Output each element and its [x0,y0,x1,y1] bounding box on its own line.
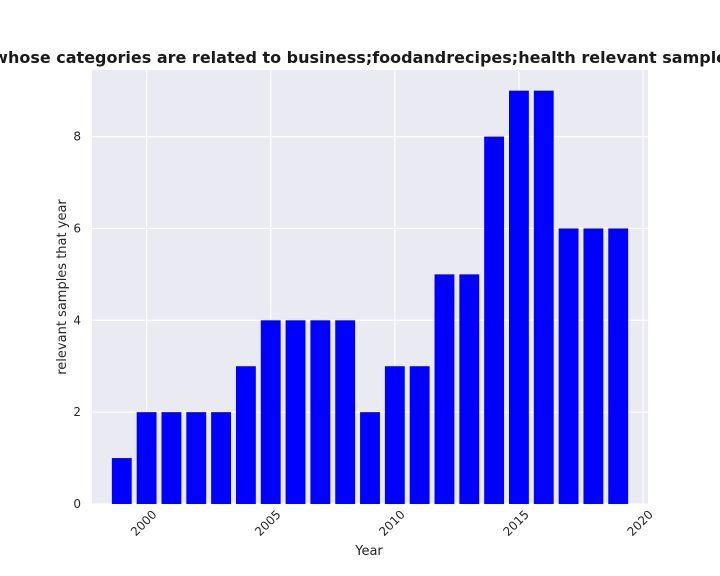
bar-2012 [434,274,455,504]
x-tick-label: 2020 [624,507,655,538]
x-tick-labels: 2000 2005 2010 2015 2020 [128,507,656,538]
y-tick-label: 6 [73,221,81,235]
bar-2004 [235,366,256,504]
y-axis-label: relevant samples that year [55,199,70,375]
bar-2006 [285,320,306,504]
x-tick-label: 2000 [128,507,159,538]
bar-2016 [533,90,554,505]
bar-2010 [384,366,405,504]
y-tick-labels: 0 2 4 6 8 [73,130,81,511]
x-tick-label: 2015 [500,507,531,538]
bar-2013 [459,274,480,504]
bar-2005 [260,320,281,504]
bar-2019 [608,228,629,504]
x-tick-label: 2005 [252,507,283,538]
y-tick-label: 0 [73,497,81,511]
bar-2017 [558,228,579,504]
bar-2001 [161,412,182,504]
bar-2014 [484,136,505,504]
bar-2003 [211,412,231,504]
bar-2002 [186,412,207,504]
y-tick-label: 4 [73,313,81,327]
bar-1999 [111,458,132,504]
x-tick-label: 2010 [376,507,407,538]
y-tick-label: 2 [73,405,81,419]
y-tick-label: 8 [73,130,81,144]
bar-2009 [360,412,380,504]
x-axis-label: Year [354,544,383,559]
bars [111,90,629,505]
bar-2007 [310,320,331,504]
bar-2018 [583,228,604,504]
bar-2011 [409,366,430,504]
bar-2008 [335,320,356,504]
chart-title: Number of privacy policies whose categor… [0,48,720,67]
bar-2000 [136,412,157,504]
bar-2015 [509,90,529,505]
